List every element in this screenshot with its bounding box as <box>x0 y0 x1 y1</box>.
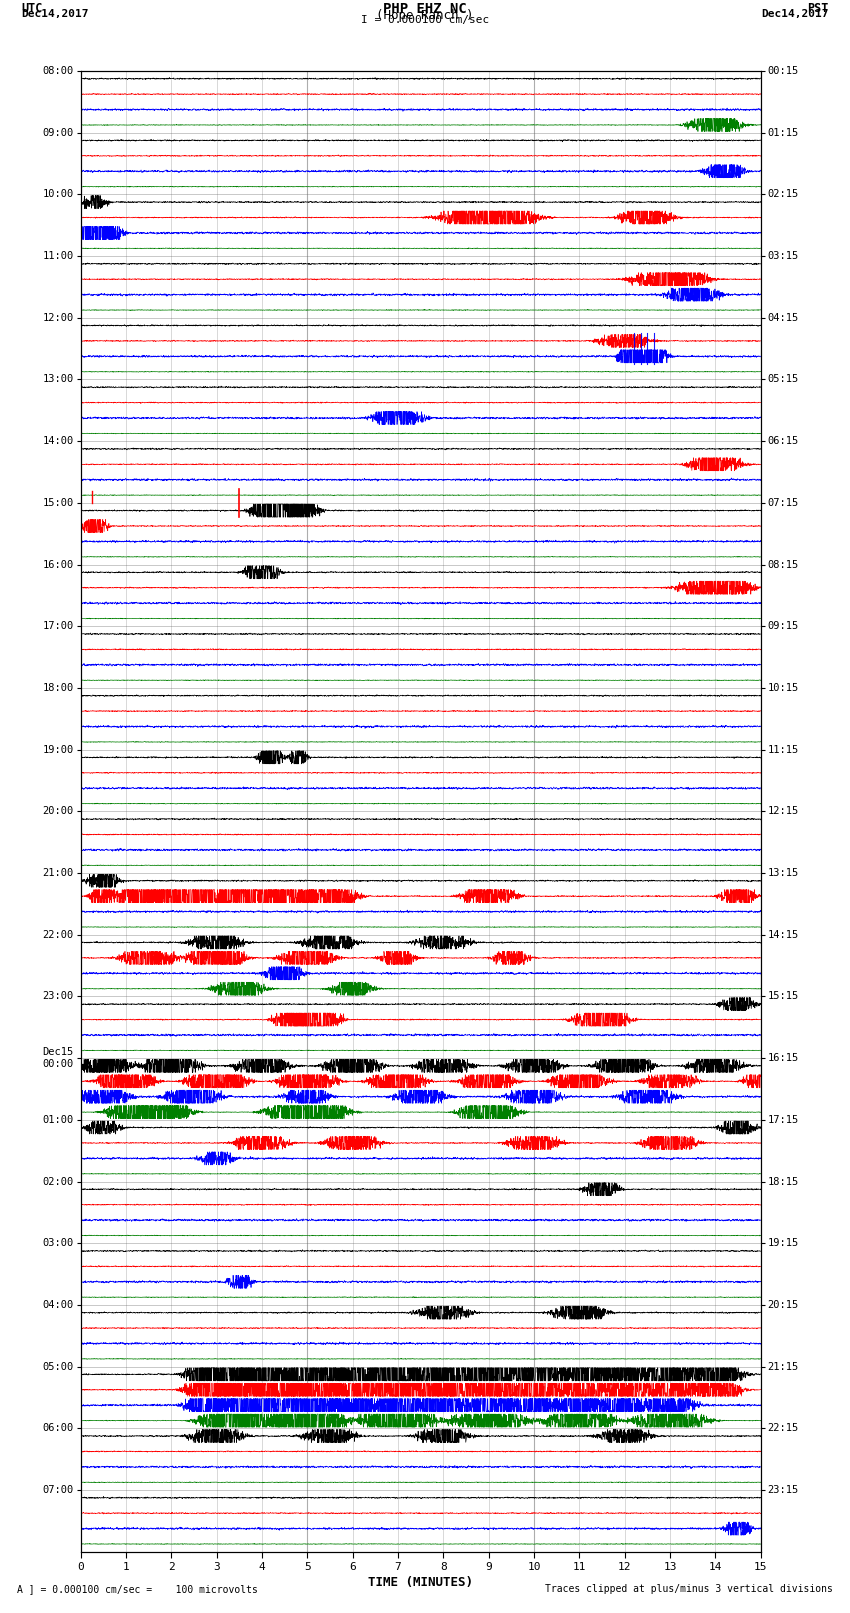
Text: PST: PST <box>808 3 829 16</box>
Text: UTC: UTC <box>21 3 42 16</box>
Text: PHP EHZ NC: PHP EHZ NC <box>383 3 467 16</box>
Text: A ] = 0.000100 cm/sec =    100 microvolts: A ] = 0.000100 cm/sec = 100 microvolts <box>17 1584 258 1594</box>
Text: Dec14,2017: Dec14,2017 <box>762 10 829 19</box>
Text: Dec14,2017: Dec14,2017 <box>21 10 88 19</box>
Text: (Hope Ranch ): (Hope Ranch ) <box>377 10 473 23</box>
Text: I = 0.000100 cm/sec: I = 0.000100 cm/sec <box>361 16 489 26</box>
X-axis label: TIME (MINUTES): TIME (MINUTES) <box>368 1576 473 1589</box>
Text: Traces clipped at plus/minus 3 vertical divisions: Traces clipped at plus/minus 3 vertical … <box>545 1584 833 1594</box>
